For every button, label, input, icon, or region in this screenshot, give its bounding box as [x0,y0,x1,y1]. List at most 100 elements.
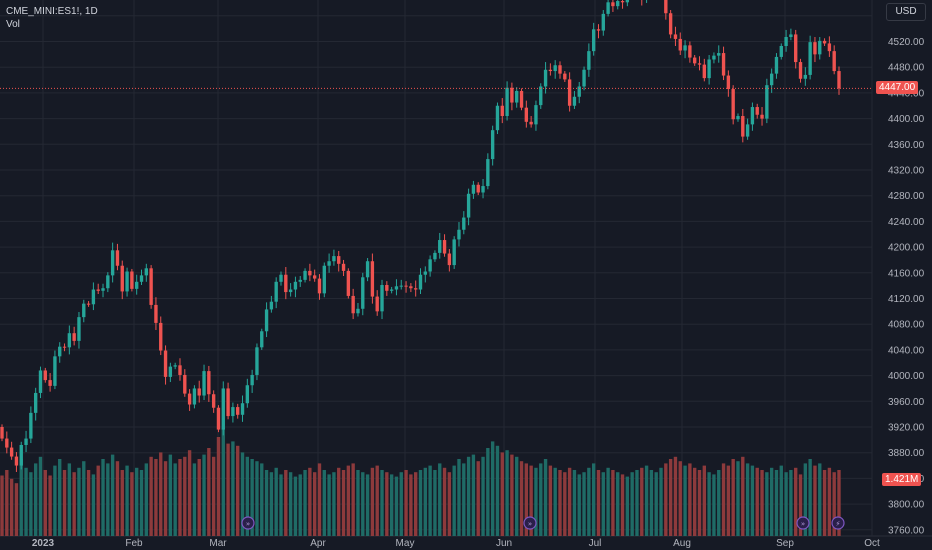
y-tick-label: 3800.00 [888,500,925,511]
volume-bar [202,454,206,536]
candle-body [789,34,793,38]
candle-body [712,55,716,60]
volume-bar [500,452,504,536]
candle-body [231,407,235,417]
candle-body [784,37,788,46]
volume-bar [471,454,476,536]
candle-body [250,374,254,386]
currency-button[interactable]: USD [886,3,926,21]
candle-body [33,392,38,413]
volume-bar [77,467,81,536]
event-marker-icon[interactable] [796,516,810,530]
volume-bar [452,465,456,536]
y-tick-label: 4200.00 [888,243,925,254]
candle-body [452,239,456,266]
event-marker-icon[interactable] [831,516,845,530]
candle-body [365,261,370,278]
candle-body [769,73,774,86]
candle-body [721,53,726,76]
volume-bar [818,463,822,536]
candle-body [409,286,413,289]
volume-bar [678,461,682,536]
volume-bar [769,467,774,536]
candle-body [510,87,514,103]
volume-bar [745,463,750,536]
candle-body [490,130,495,160]
symbol-name: CME_MINI:ES1! [6,6,80,17]
candle-body [260,331,264,348]
candle-body [678,38,682,51]
volume-indicator-label[interactable]: Vol [6,19,20,30]
volume-bar [466,456,471,536]
candle-body [707,59,711,79]
candle-body [187,393,192,405]
volume-bar [635,470,639,536]
volume-bar [9,478,14,536]
volume-bar [481,456,485,536]
candle-body [110,250,115,276]
event-marker-icon[interactable] [241,516,255,530]
volume-bar [303,470,307,536]
candle-body [529,121,533,125]
candle-body [457,229,461,240]
volume-bar [385,472,389,536]
candle-body [149,268,153,305]
candle-body [476,184,480,193]
volume-bar [630,472,634,536]
candle-body [125,271,129,292]
y-tick-label: 4520.00 [888,37,925,48]
y-tick-label: 4360.00 [888,140,925,151]
volume-bar [731,459,735,536]
volume-bar [327,474,331,536]
candle-body [288,289,293,293]
candle-body [115,250,120,266]
candle-body [606,2,610,14]
x-tick-label: Apr [310,538,326,549]
volume-bar [58,459,62,536]
candle-body [274,281,278,302]
candle-body [524,107,529,122]
volume-bar [693,467,697,536]
x-tick-label: Jul [589,538,602,549]
candle-body [53,356,57,386]
volume-bar [351,463,355,536]
candle-body [389,289,394,291]
volume-bar [337,467,341,536]
candle-body [221,388,225,430]
volume-bar [625,476,630,536]
volume-bar [707,472,711,536]
candle-body [380,285,384,312]
candle-body [159,322,163,351]
volume-bar [96,465,100,536]
candle-body [745,124,750,137]
y-tick-label: 3880.00 [888,448,925,459]
candle-body [77,317,81,341]
candle-body [308,270,312,276]
volume-bar [688,463,692,536]
candle-body [442,240,447,254]
volume-bar [29,472,33,536]
volume-bar [106,463,110,536]
x-tick-label: Oct [864,538,880,549]
candle-body [563,73,567,80]
symbol-header[interactable]: CME_MINI:ES1!, 1D [6,6,98,17]
volume-bar [539,463,543,536]
candle-body [471,184,476,194]
candle-body [202,371,206,396]
x-tick-label: May [396,538,415,549]
candle-body [375,296,379,312]
candle-body [332,256,336,262]
candle-body [822,40,827,44]
candle-body [264,309,269,332]
volume-bar [221,428,225,536]
candle-body [96,289,100,291]
volume-bar [409,474,413,536]
event-marker-icon[interactable] [523,516,537,530]
volume-bar [192,463,197,536]
volume-bar [356,470,360,536]
volume-bar [14,483,19,536]
volume-bar [207,448,211,536]
volume-bar [159,452,163,536]
candle-body [106,275,110,289]
